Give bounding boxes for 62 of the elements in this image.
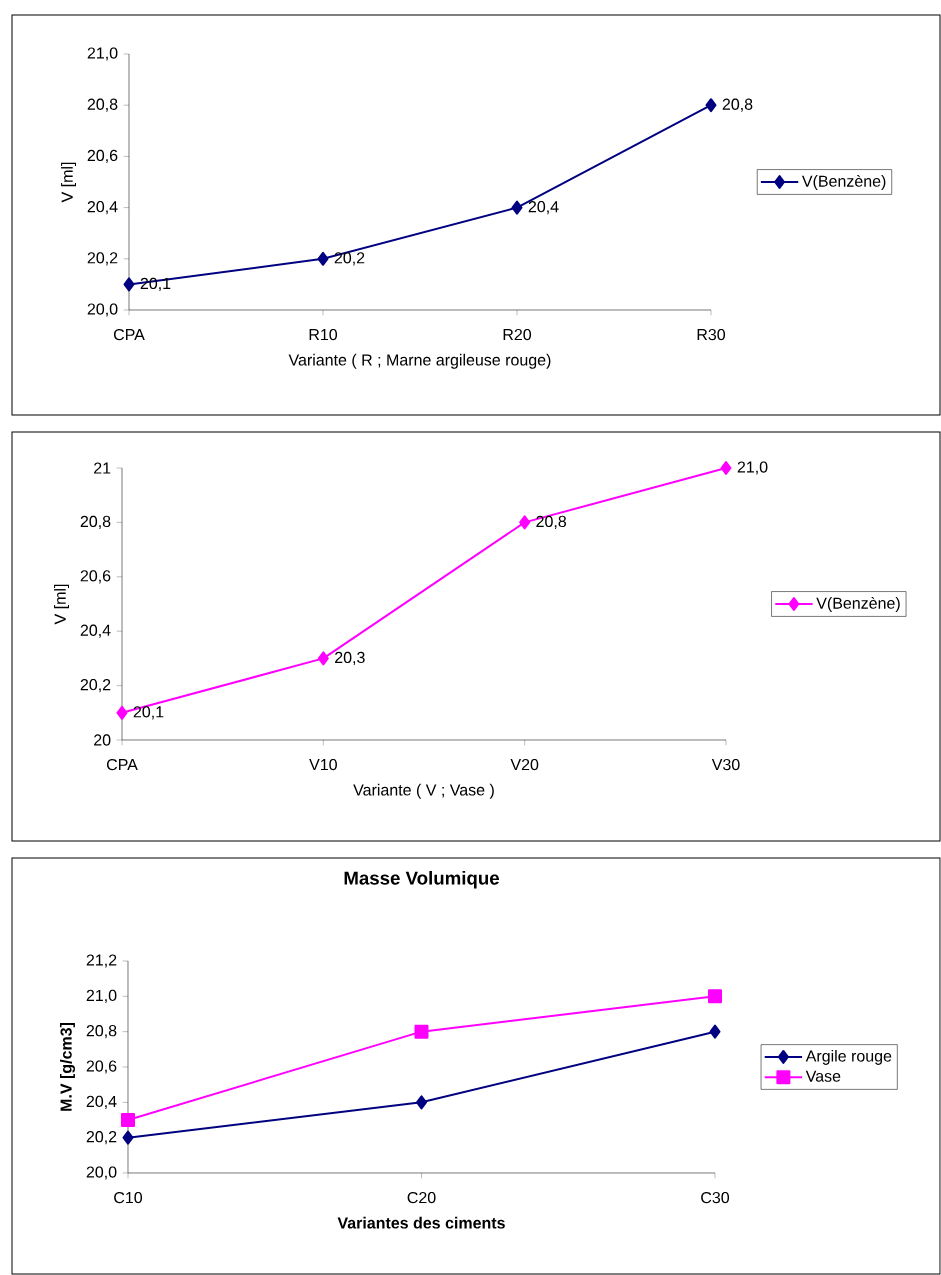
- x-tick-label: V10: [309, 758, 337, 771]
- x-tick-label: V20: [510, 758, 539, 771]
- point: [116, 705, 128, 720]
- y-tick-label: 20,4: [86, 1095, 117, 1109]
- point: [317, 251, 329, 266]
- y-tick-label: 20,4: [87, 200, 118, 215]
- x-tick-label: V30: [711, 758, 740, 771]
- point: [511, 200, 523, 215]
- data-label: 20,8: [536, 515, 567, 530]
- y-tick-label: 20,8: [87, 98, 118, 112]
- data-label: 20,8: [722, 98, 753, 112]
- data-label: 20,3: [335, 651, 365, 666]
- x-axis-title: Variante ( V ; Vase ): [353, 783, 494, 799]
- y-tick-label: 20,2: [86, 1131, 117, 1145]
- x-tick-label: C30: [701, 1191, 730, 1204]
- y-tick-label: 21: [94, 462, 111, 474]
- y-tick-label: 20,8: [86, 1025, 117, 1039]
- point: [709, 1024, 721, 1039]
- chart-title: Masse Volumique: [344, 870, 500, 889]
- y-tick-label: 21,0: [86, 989, 117, 1003]
- point: [121, 1112, 135, 1127]
- legend-label: V(Benzène): [801, 174, 886, 190]
- point: [414, 1024, 429, 1039]
- y-tick-label: 20,6: [86, 1060, 117, 1074]
- point: [416, 1095, 427, 1110]
- y-tick-label: 20,4: [80, 624, 111, 638]
- data-label: 20,2: [334, 252, 365, 266]
- y-tick-label: 21,2: [86, 954, 117, 968]
- y-tick-label: 20,8: [80, 515, 111, 530]
- y-tick-label: 20,2: [80, 678, 111, 693]
- x-tick-label: C10: [114, 1191, 143, 1204]
- y-axis-title: V [ml]: [54, 584, 69, 625]
- x-tick-label: C20: [407, 1191, 436, 1204]
- x-axis-title: Variante ( R ; Marne argileuse rouge): [288, 353, 551, 369]
- y-tick-label: 20,0: [87, 303, 118, 317]
- point: [705, 98, 717, 113]
- point: [519, 515, 531, 530]
- y-tick-label: 21,0: [87, 47, 118, 61]
- point: [123, 277, 135, 292]
- point: [317, 651, 329, 666]
- x-tick-label: R20: [503, 328, 532, 341]
- y-axis-title: V [ml]: [61, 162, 76, 203]
- legend-label: Argile rouge: [805, 1049, 892, 1065]
- x-tick-label: R30: [697, 328, 726, 341]
- legend-label: V(Benzène): [816, 596, 900, 612]
- y-tick-label: 20,6: [80, 570, 111, 584]
- x-axis-title: Variantes des ciments: [337, 1216, 505, 1229]
- point: [708, 989, 722, 1004]
- legend-label: Vase: [805, 1070, 841, 1082]
- y-tick-label: 20,2: [87, 252, 118, 266]
- data-label: 21,0: [737, 461, 768, 475]
- point: [720, 461, 732, 475]
- point: [122, 1130, 134, 1145]
- data-label: 20,1: [133, 706, 164, 720]
- y-tick-label: 20,0: [86, 1166, 117, 1180]
- y-axis-title: M.V [g/cm3]: [60, 1023, 75, 1111]
- x-tick-label: CPA: [113, 328, 145, 341]
- x-tick-label: R10: [309, 328, 338, 341]
- y-tick-label: 20: [94, 734, 111, 746]
- x-tick-label: CPA: [106, 758, 138, 771]
- y-tick-label: 20,6: [87, 149, 118, 164]
- data-label: 20,4: [528, 200, 559, 215]
